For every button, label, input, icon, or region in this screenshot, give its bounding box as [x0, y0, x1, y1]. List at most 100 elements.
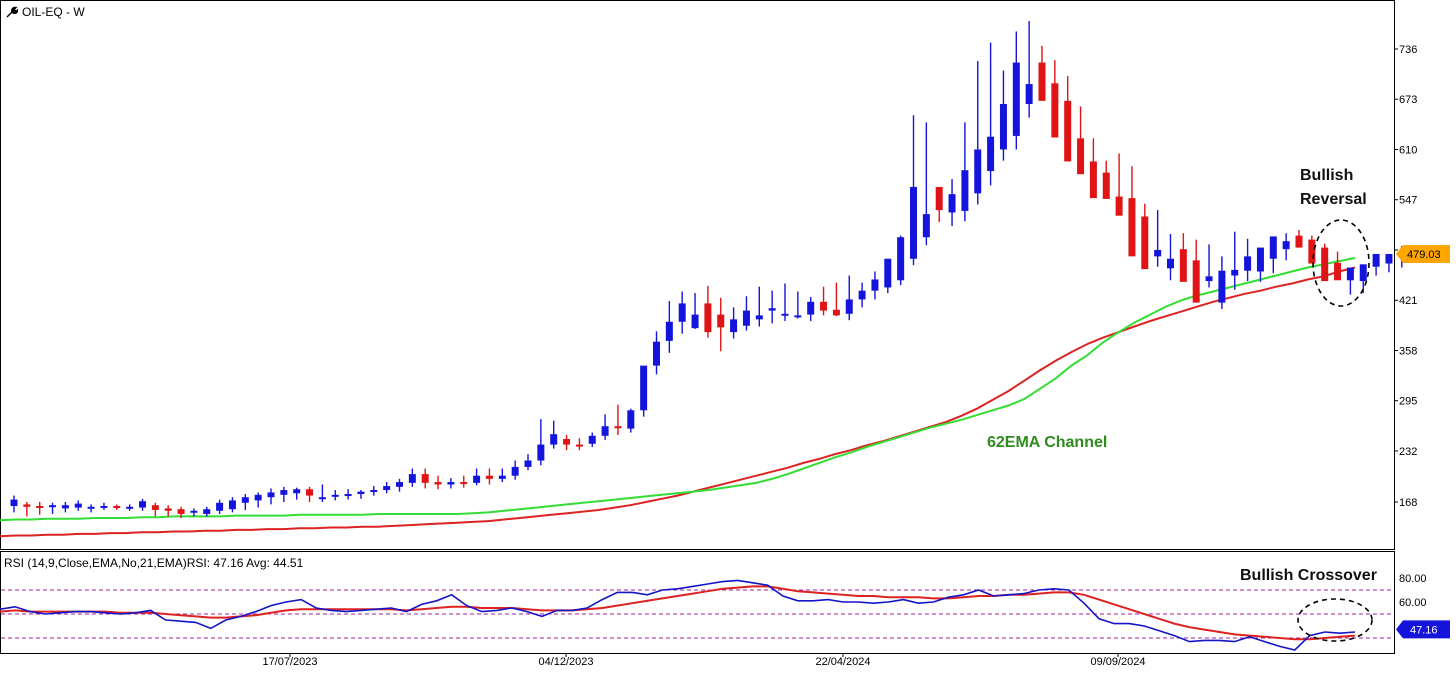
candle[interactable]	[331, 490, 339, 501]
candle[interactable]	[100, 502, 108, 510]
candle[interactable]	[23, 502, 31, 517]
candle[interactable]	[922, 122, 930, 246]
candle[interactable]	[1282, 233, 1290, 261]
candle[interactable]	[1295, 230, 1303, 248]
candle[interactable]	[318, 484, 326, 502]
candle[interactable]	[177, 506, 185, 518]
candle[interactable]	[164, 505, 172, 517]
candle[interactable]	[396, 478, 403, 492]
candle[interactable]	[691, 293, 699, 329]
candle[interactable]	[473, 468, 481, 486]
candle[interactable]	[1141, 203, 1149, 270]
candle[interactable]	[768, 290, 776, 324]
candle[interactable]	[447, 478, 455, 489]
candle[interactable]	[113, 504, 121, 510]
candle[interactable]	[884, 258, 892, 294]
candle[interactable]	[1372, 253, 1380, 276]
candle[interactable]	[1218, 256, 1226, 309]
candle[interactable]	[935, 186, 943, 223]
candle[interactable]	[678, 291, 686, 334]
candle[interactable]	[1192, 239, 1200, 303]
candle[interactable]	[974, 60, 982, 205]
candle[interactable]	[306, 486, 314, 502]
candle[interactable]	[203, 506, 211, 517]
candle[interactable]	[999, 70, 1007, 161]
candle[interactable]	[498, 468, 506, 483]
candle[interactable]	[1115, 153, 1123, 216]
candle[interactable]	[627, 408, 635, 433]
candle[interactable]	[216, 499, 224, 514]
candle[interactable]	[588, 432, 596, 447]
candle[interactable]	[858, 282, 866, 308]
candle[interactable]	[228, 497, 236, 513]
candle[interactable]	[357, 490, 365, 499]
candle[interactable]	[794, 291, 802, 319]
candle[interactable]	[151, 502, 159, 517]
candle[interactable]	[563, 435, 571, 451]
wrench-icon[interactable]	[6, 6, 19, 18]
candle[interactable]	[897, 235, 905, 286]
candle[interactable]	[1038, 45, 1046, 101]
candle[interactable]	[550, 420, 558, 449]
candle[interactable]	[614, 404, 622, 436]
candle[interactable]	[254, 492, 262, 508]
candle[interactable]	[408, 468, 416, 487]
candle[interactable]	[871, 271, 879, 300]
candle[interactable]	[524, 454, 532, 471]
candle[interactable]	[1025, 21, 1033, 118]
candle[interactable]	[1205, 244, 1213, 288]
candle[interactable]	[820, 286, 828, 316]
candle[interactable]	[74, 500, 82, 511]
candle[interactable]	[241, 494, 249, 510]
candle[interactable]	[1089, 138, 1097, 199]
candle[interactable]	[1012, 31, 1020, 150]
candle[interactable]	[845, 275, 853, 321]
candle[interactable]	[280, 486, 288, 502]
candle[interactable]	[1179, 233, 1187, 282]
candle[interactable]	[1102, 160, 1110, 199]
candle[interactable]	[742, 296, 750, 331]
candle[interactable]	[807, 297, 815, 321]
candle[interactable]	[1308, 235, 1316, 264]
candle[interactable]	[537, 419, 545, 466]
candle[interactable]	[640, 365, 648, 417]
candle[interactable]	[383, 482, 391, 494]
candle[interactable]	[434, 475, 442, 490]
candle[interactable]	[601, 414, 609, 440]
candle[interactable]	[730, 307, 738, 339]
candle[interactable]	[1256, 247, 1264, 282]
candle[interactable]	[10, 495, 18, 513]
candle[interactable]	[1051, 60, 1059, 138]
candle[interactable]	[1231, 231, 1239, 290]
candle[interactable]	[190, 508, 198, 517]
candle[interactable]	[1167, 234, 1174, 281]
candle[interactable]	[61, 502, 69, 513]
candle[interactable]	[421, 468, 429, 489]
candle[interactable]	[948, 178, 956, 227]
candle[interactable]	[1334, 251, 1342, 281]
candle[interactable]	[987, 42, 995, 186]
candle[interactable]	[1154, 210, 1162, 267]
candle[interactable]	[961, 122, 969, 222]
candle[interactable]	[460, 475, 468, 488]
candle[interactable]	[1359, 264, 1367, 294]
candle[interactable]	[1064, 76, 1072, 162]
candle[interactable]	[49, 502, 57, 514]
candle[interactable]	[832, 282, 840, 317]
candle[interactable]	[511, 460, 519, 480]
candle[interactable]	[1321, 243, 1329, 282]
candle[interactable]	[653, 331, 660, 375]
candle[interactable]	[126, 504, 134, 511]
candle[interactable]	[575, 438, 583, 451]
candle[interactable]	[1128, 166, 1136, 257]
candle[interactable]	[1077, 106, 1085, 175]
candle[interactable]	[755, 286, 763, 327]
candle[interactable]	[1385, 253, 1393, 273]
candle[interactable]	[704, 285, 712, 338]
candle[interactable]	[665, 301, 673, 353]
candle[interactable]	[370, 486, 378, 496]
candle[interactable]	[139, 498, 146, 511]
candle[interactable]	[344, 489, 352, 500]
candle[interactable]	[1244, 238, 1252, 282]
